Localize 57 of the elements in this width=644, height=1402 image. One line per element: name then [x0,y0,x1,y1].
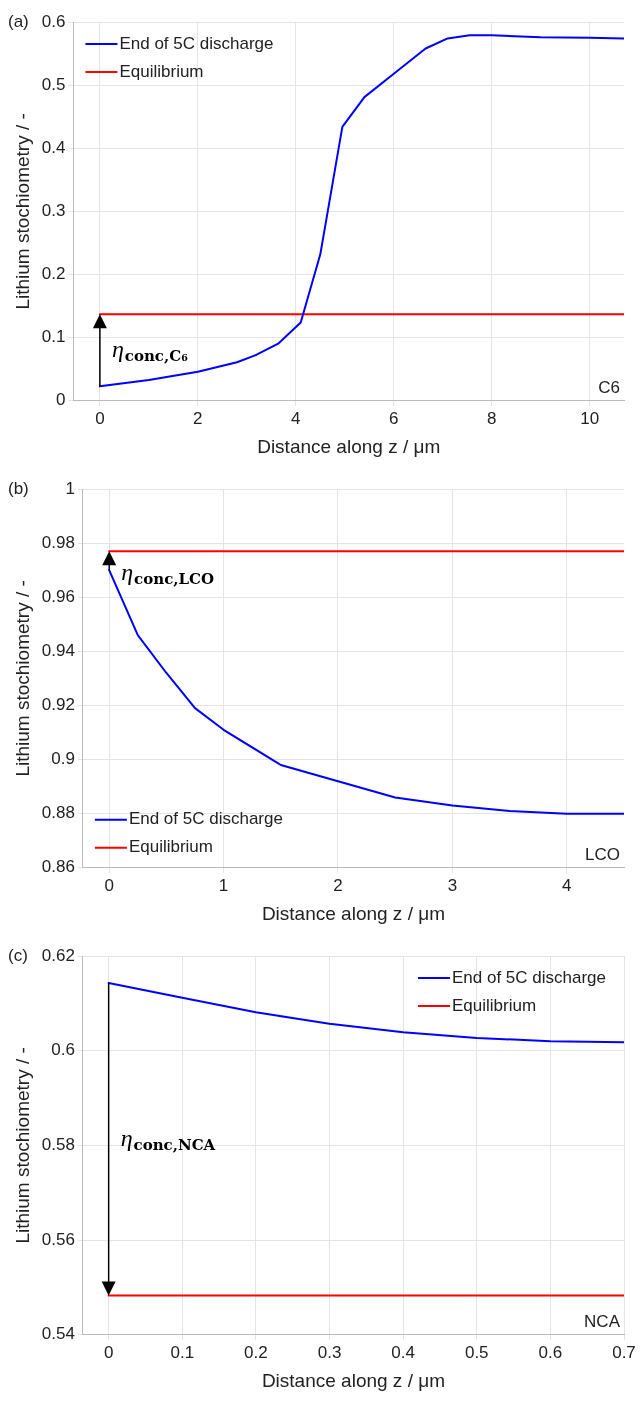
y-tick-label: 0.96 [41,586,75,606]
y-tick-label: 1 [65,478,75,498]
y-axis-title: Lithium stochiometry / - [11,1047,33,1244]
y-tick-label: 0.9 [51,749,75,769]
y-tick-label: 0.98 [41,532,75,552]
annotation: LCO [585,844,620,864]
x-axis-title: Distance along z / μm [257,435,441,457]
x-tick-label: 0 [95,408,105,428]
x-tick-label: 0.7 [612,1342,636,1362]
x-tick-label: 10 [580,408,600,428]
y-axis-title: Lithium stochiometry / - [11,580,33,777]
y-tick-label: 0.4 [41,137,66,157]
y-tick-label: 0.86 [41,857,75,877]
x-tick-label: 4 [291,408,301,428]
x-tick-label: 0.3 [317,1342,342,1362]
x-tick-label: 1 [218,875,229,895]
text: (b) [8,479,29,499]
legend-label: Equilibrium [128,837,213,857]
legend-label: End of 5C discharge [119,33,274,53]
x-tick-label: 6 [389,408,399,428]
y-tick-label: 0.94 [41,641,75,661]
x-tick-label: 0.5 [464,1342,489,1362]
y-axis-title: Lithium stochiometry / - [11,113,33,310]
x-tick-label: 0.6 [538,1342,563,1362]
y-tick-label: 0.3 [41,201,66,221]
legend-label: End of 5C discharge [128,809,283,829]
x-tick-label: 2 [333,875,343,895]
x-tick-label: 0.2 [244,1342,268,1362]
x-tick-label: 8 [487,408,497,428]
text: (a) [8,12,29,32]
y-tick-label: 0.6 [41,11,66,31]
x-tick-label: 0 [103,1342,114,1362]
x-tick-label: 0.4 [391,1342,415,1362]
x-tick-label: 0.1 [170,1342,195,1362]
y-tick-label: 0 [55,390,66,410]
y-tick-label: 0.92 [41,695,75,715]
x-axis-title: Distance along z / μm [261,902,445,924]
y-tick-label: 0.1 [41,327,66,347]
annotation: NCA [584,1311,621,1331]
y-tick-label: 0.2 [41,264,66,284]
x-tick-label: 2 [193,408,203,428]
legend-label: End of 5C discharge [451,967,607,987]
y-tick-label: 0.62 [41,945,75,965]
legend-label: Equilibrium [119,61,204,81]
legend-label: Equilibrium [451,995,537,1015]
y-tick-label: 0.5 [41,74,66,94]
annotation: C6 [598,377,620,397]
y-tick-label: 0.88 [41,803,75,823]
x-tick-label: 3 [447,875,458,895]
y-tick-label: 0.58 [41,1135,75,1155]
text: (c) [8,946,28,966]
x-tick-label: 4 [562,875,572,895]
y-tick-label: 0.54 [41,1324,75,1344]
x-axis-title: Distance along z / μm [261,1369,445,1391]
x-tick-label: 0 [104,875,114,895]
y-tick-label: 0.56 [41,1229,75,1249]
y-tick-label: 0.6 [51,1040,75,1060]
